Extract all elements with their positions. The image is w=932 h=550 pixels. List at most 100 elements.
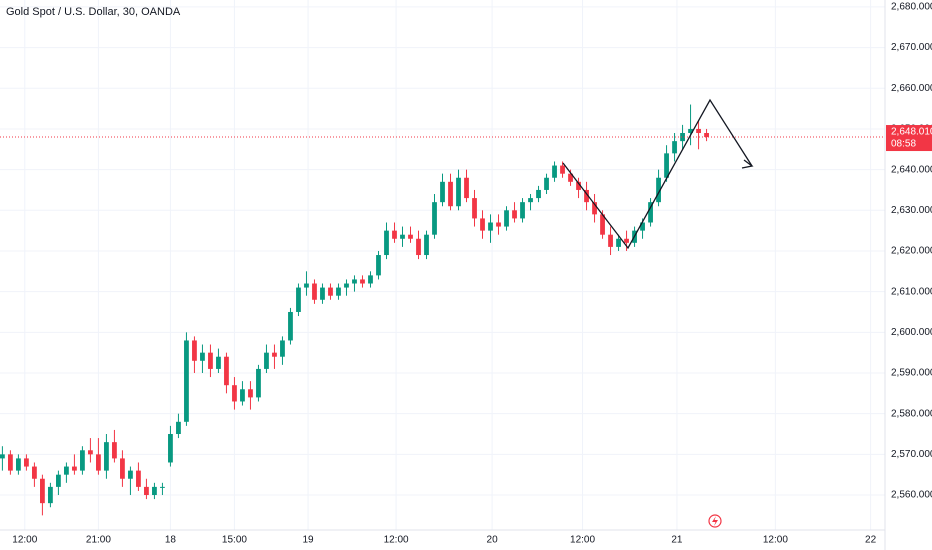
alert-icon[interactable] <box>708 514 722 528</box>
candle-body <box>128 470 133 479</box>
candle-body <box>344 283 349 288</box>
candle-body <box>456 177 461 207</box>
x-tick-label: 20 <box>487 535 499 546</box>
y-tick-label: 2,570.000 <box>891 449 932 460</box>
candle-body <box>296 287 301 312</box>
candle-body <box>336 287 341 296</box>
chart-title: Gold Spot / U.S. Dollar, 30, OANDA <box>6 6 181 18</box>
alert-circle <box>708 514 722 528</box>
candle-body <box>184 340 189 422</box>
candle-body <box>200 352 205 361</box>
candle-body <box>640 222 645 231</box>
x-tick-label: 22 <box>865 535 877 546</box>
candle-body <box>680 133 685 142</box>
candle-body <box>584 189 589 203</box>
grid <box>0 0 885 530</box>
candle-body <box>560 165 565 174</box>
candle-body <box>176 421 181 435</box>
candle-body <box>96 454 101 471</box>
y-tick-label: 2,560.000 <box>891 490 932 501</box>
candle-body <box>160 486 165 488</box>
candle-body <box>32 466 37 479</box>
candle-body <box>576 181 581 190</box>
candle-body <box>64 466 69 475</box>
alert-bolt <box>712 516 718 526</box>
candle-body <box>328 287 333 296</box>
candle-body <box>320 287 325 300</box>
candle-body <box>8 454 13 471</box>
y-tick-label: 2,580.000 <box>891 408 932 419</box>
candle-body <box>144 486 149 496</box>
x-tick-label: 21 <box>671 535 683 546</box>
candle-body <box>240 389 245 402</box>
candle-body <box>568 173 573 182</box>
candle-body <box>24 458 29 467</box>
candle-body <box>392 230 397 239</box>
candle-body <box>504 210 509 227</box>
candle-body <box>416 238 421 256</box>
current-price-label: 2,648.010 <box>891 127 932 138</box>
candle-body <box>552 165 557 178</box>
candle-body <box>168 434 173 463</box>
candle-body <box>480 218 485 231</box>
x-tick-label: 12:00 <box>763 535 788 546</box>
x-tick-label: 12:00 <box>12 535 37 546</box>
candle-body <box>264 352 269 369</box>
candle-body <box>376 255 381 276</box>
candle-body <box>488 222 493 231</box>
candle-body <box>464 177 469 199</box>
candle-body <box>424 234 429 256</box>
current-price-tag <box>886 125 932 152</box>
candle-body <box>608 234 613 247</box>
y-tick-label: 2,660.000 <box>891 83 932 94</box>
candle-body <box>528 198 533 203</box>
y-tick-label: 2,590.000 <box>891 368 932 379</box>
candle-body <box>600 214 605 235</box>
x-tick-label: 15:00 <box>222 535 247 546</box>
candle-body <box>400 234 405 239</box>
candle-body <box>672 141 677 154</box>
axes: 2,560.000 2,570.000 2,580.000 2,590.000 2,60… <box>12 2 932 546</box>
countdown-label: 08:58 <box>891 139 916 150</box>
candle-body <box>224 356 229 386</box>
candle-body <box>512 210 517 219</box>
candle-body <box>16 458 21 471</box>
candle-body <box>384 230 389 256</box>
x-tick-label: 19 <box>303 535 315 546</box>
candle-body <box>304 283 309 288</box>
x-tick-label: 12:00 <box>570 535 595 546</box>
candle-body <box>48 486 53 504</box>
candle-body <box>408 234 413 239</box>
candle-body <box>232 385 237 402</box>
y-tick-label: 2,680.000 <box>891 2 932 13</box>
candle-body <box>256 368 261 398</box>
candle-body <box>360 279 365 284</box>
candle-body <box>448 181 453 207</box>
candles <box>0 104 885 516</box>
y-tick-label: 2,620.000 <box>891 246 932 257</box>
candle-body <box>104 442 109 471</box>
candle-body <box>80 450 85 471</box>
x-tick-label: 12:00 <box>384 535 409 546</box>
x-tick-label: 18 <box>165 535 177 546</box>
candle-body <box>696 128 701 134</box>
candle-body <box>152 486 157 496</box>
candle-body <box>216 356 221 369</box>
candle-body <box>472 198 477 219</box>
arrow-head <box>741 159 754 169</box>
candle-body <box>592 202 597 215</box>
candle-body <box>544 177 549 190</box>
candle-body <box>248 389 253 398</box>
y-tick-label: 2,630.000 <box>891 205 932 216</box>
candle-body <box>288 311 293 341</box>
candle-body <box>664 153 669 178</box>
candle-body <box>520 202 525 219</box>
candle-body <box>312 283 317 300</box>
candle-body <box>616 238 621 247</box>
candle-body <box>112 442 117 459</box>
candle-body <box>624 238 629 243</box>
y-tick-label: 2,600.000 <box>891 327 932 338</box>
y-tick-label: 2,610.000 <box>891 286 932 297</box>
candle-body <box>368 275 373 284</box>
